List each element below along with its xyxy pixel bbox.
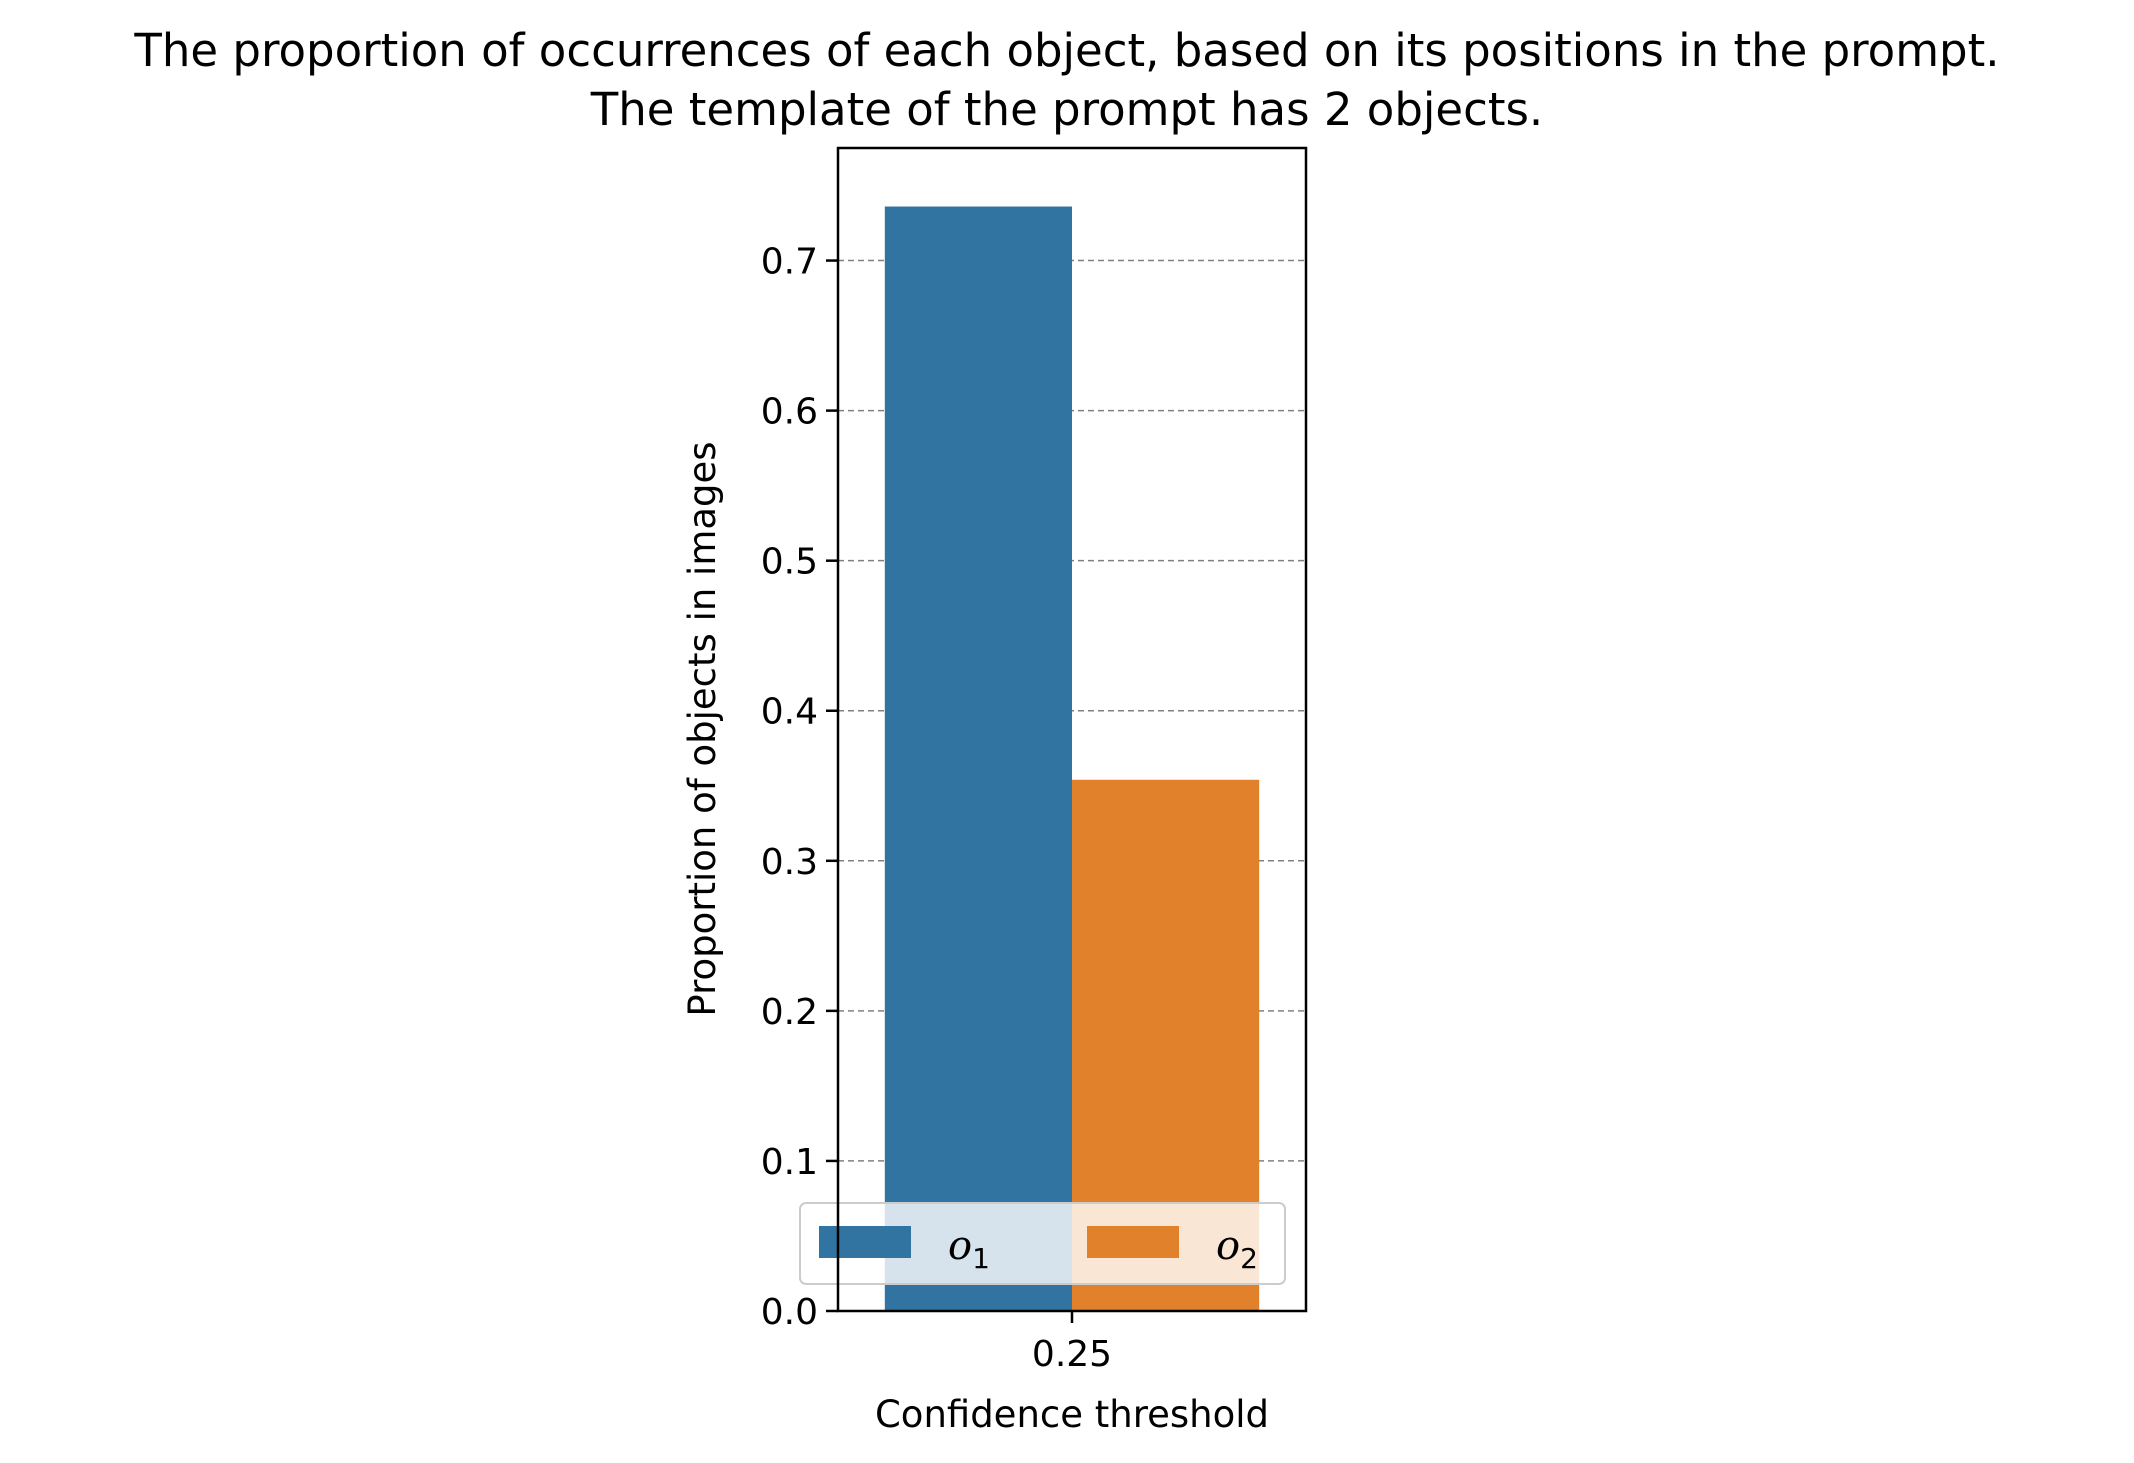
y-tick-label: 0.7	[761, 242, 818, 283]
y-tick-label: 0.6	[761, 392, 818, 433]
x-axis: 0.25	[1032, 1311, 1112, 1375]
chart-title: The proportion of occurrences of each ob…	[133, 24, 1999, 77]
chart-subtitle: The template of the prompt has 2 objects…	[590, 83, 1543, 136]
y-tick-label: 0.5	[761, 542, 818, 583]
legend-swatch	[819, 1226, 911, 1258]
legend: o1 o2	[799, 1202, 1286, 1285]
x-axis-label: Confidence threshold	[875, 1393, 1269, 1436]
legend-swatch	[1087, 1226, 1179, 1258]
y-tick-label: 0.1	[761, 1142, 818, 1183]
y-axis: 0.0 0.1 0.2 0.3 0.4 0.5 0.6 0.7	[761, 242, 838, 1333]
bar-o1-0.25	[884, 206, 1072, 1312]
y-tick-label: 0.0	[761, 1292, 818, 1333]
x-tick-label: 0.25	[1032, 1334, 1112, 1375]
legend-box	[799, 1202, 1286, 1285]
y-tick-label: 0.4	[761, 692, 818, 733]
y-tick-label: 0.3	[761, 842, 818, 883]
y-axis-label: Proportion of objects in images	[681, 441, 724, 1016]
y-tick-label: 0.2	[761, 992, 818, 1033]
bars	[884, 206, 1260, 1312]
